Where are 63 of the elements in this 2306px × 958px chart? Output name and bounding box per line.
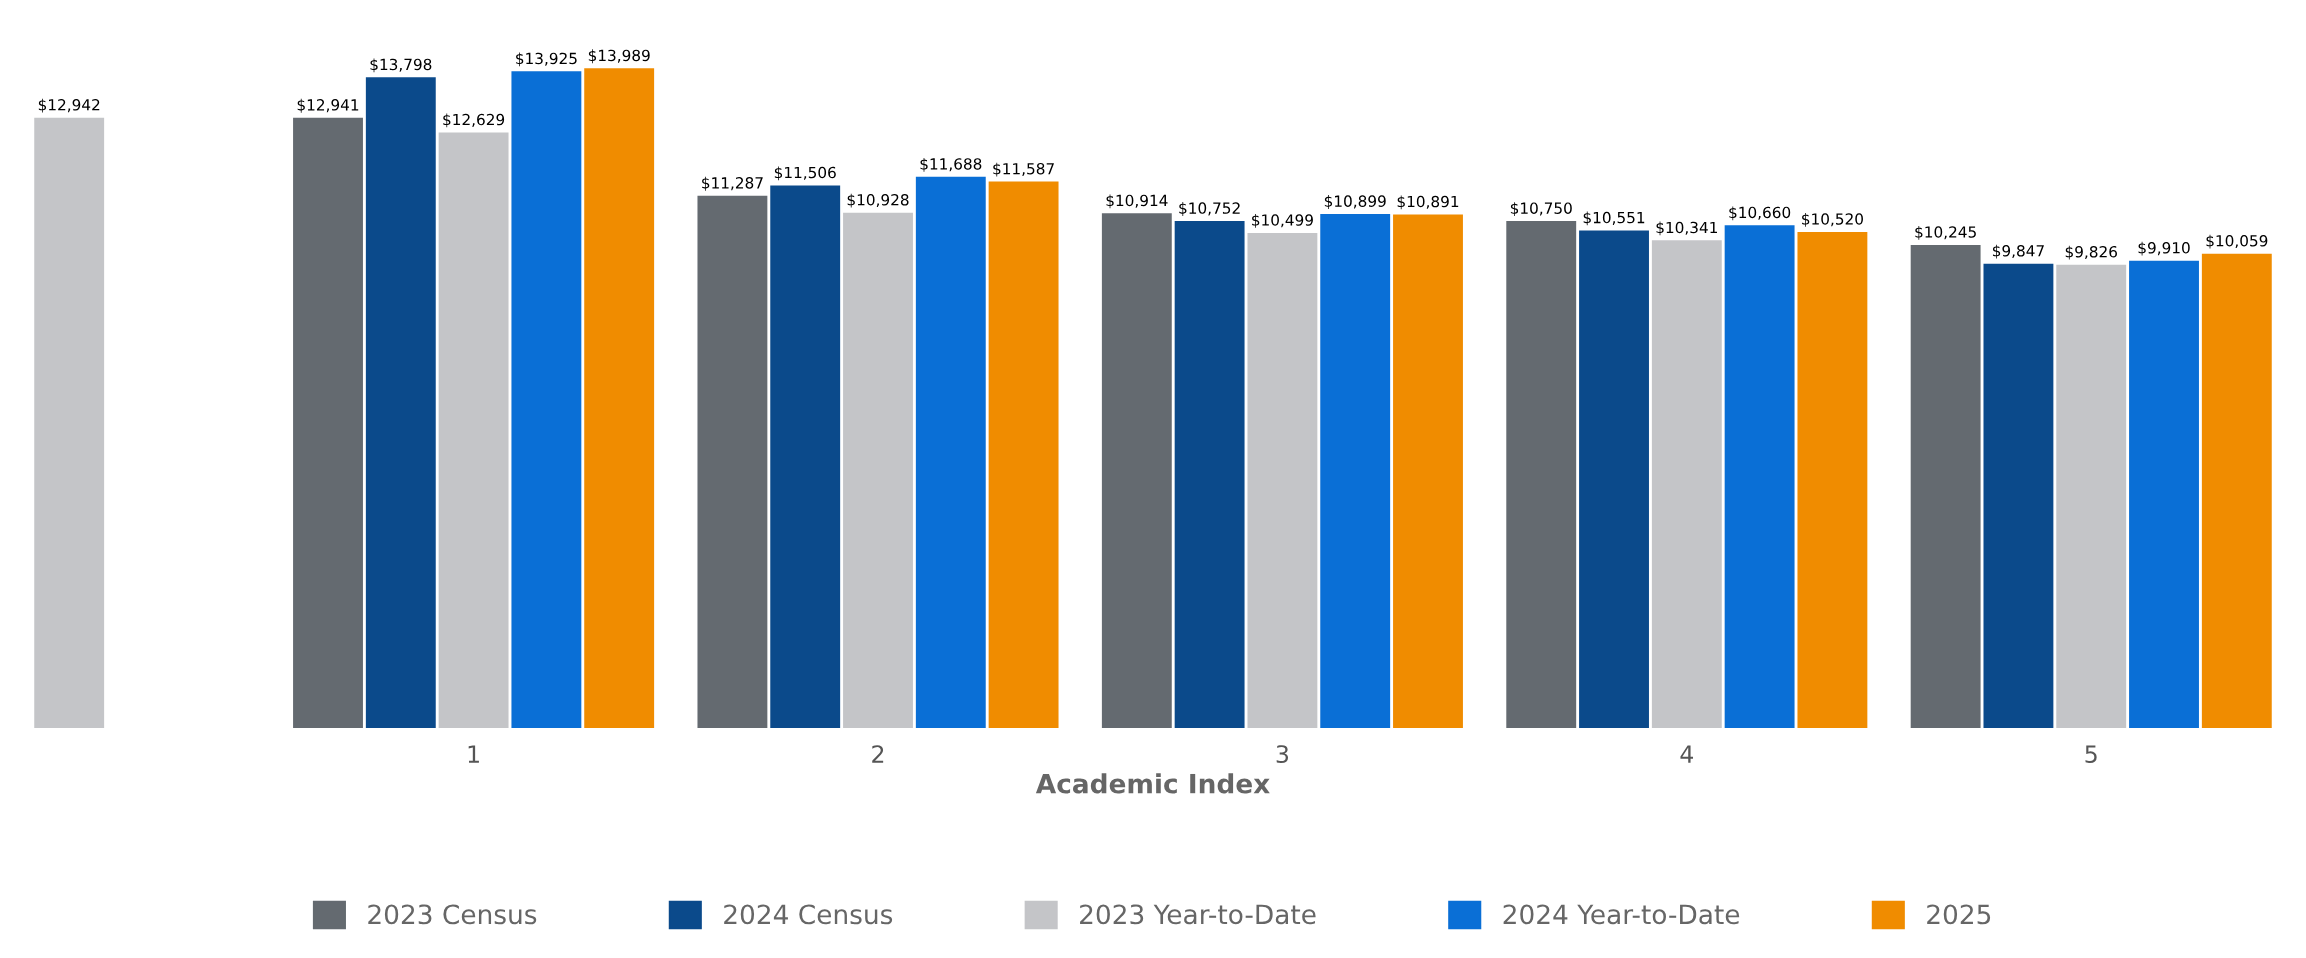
bar <box>1101 213 1172 729</box>
bar <box>1393 214 1463 729</box>
data-label: $10,752 <box>1179 202 1240 216</box>
data-label: $10,660 <box>1729 206 1791 221</box>
bar <box>1579 230 1649 729</box>
data-label: $10,914 <box>1106 194 1168 209</box>
bar <box>843 212 913 729</box>
data-label: $12,629 <box>443 113 505 128</box>
bar <box>1247 232 1318 729</box>
data-label: $13,798 <box>370 58 432 73</box>
bar <box>1651 240 1722 729</box>
bar <box>1506 221 1577 729</box>
legend-label: 2025 <box>1927 904 1991 925</box>
x-tick-label: 4 <box>1680 745 1693 763</box>
data-label: $10,891 <box>1397 195 1459 210</box>
bar <box>584 68 655 729</box>
bar <box>293 117 363 729</box>
data-label: $9,826 <box>2065 245 2117 260</box>
data-label: $10,928 <box>847 193 909 208</box>
data-label: $9,847 <box>1992 244 2044 259</box>
data-label: $10,245 <box>1915 225 1976 240</box>
data-label: $11,587 <box>993 162 1054 177</box>
legend-label: 2023 Year-to-Date <box>1080 904 1316 925</box>
bar <box>1724 225 1795 729</box>
bar <box>438 132 509 729</box>
x-axis-title: Academic Index <box>1035 773 1270 794</box>
data-label: $11,287 <box>702 176 763 191</box>
data-label: $12,942 <box>38 98 100 113</box>
bar <box>34 117 105 729</box>
data-label: $12,941 <box>297 98 359 113</box>
data-label: $10,520 <box>1802 212 1863 227</box>
bar <box>1910 244 1981 729</box>
bar <box>365 77 436 729</box>
data-label: $11,688 <box>920 157 982 172</box>
bar <box>1797 231 1868 729</box>
bar <box>915 176 986 729</box>
bar <box>1983 263 2054 729</box>
data-label: $10,059 <box>2206 234 2268 249</box>
data-label: $10,341 <box>1656 221 1717 236</box>
legend-label: 2023 Census <box>368 904 537 925</box>
bar <box>511 71 582 729</box>
bar <box>2201 253 2272 729</box>
x-tick-label: 5 <box>2085 745 2097 764</box>
data-label: $10,499 <box>1252 213 1313 228</box>
data-label: $10,899 <box>1324 195 1386 209</box>
data-label: $9,910 <box>2138 241 2190 256</box>
x-tick-label: 1 <box>468 745 479 763</box>
bar <box>697 195 768 729</box>
data-label: $13,925 <box>516 52 577 67</box>
bar <box>2056 264 2127 729</box>
bar <box>988 181 1059 729</box>
bar <box>2129 260 2199 729</box>
data-label: $13,989 <box>588 49 650 64</box>
bar <box>770 185 841 729</box>
x-tick-label: 3 <box>1276 745 1289 764</box>
data-label: $10,750 <box>1510 202 1572 216</box>
bar <box>1174 220 1245 729</box>
bar <box>1320 214 1391 729</box>
legend-label: 2024 Census <box>724 904 893 925</box>
legend-label: 2024 Year-to-Date <box>1503 904 1740 925</box>
data-label: $11,506 <box>774 166 836 181</box>
x-tick-label: 2 <box>872 745 884 763</box>
data-label: $10,551 <box>1583 211 1645 226</box>
